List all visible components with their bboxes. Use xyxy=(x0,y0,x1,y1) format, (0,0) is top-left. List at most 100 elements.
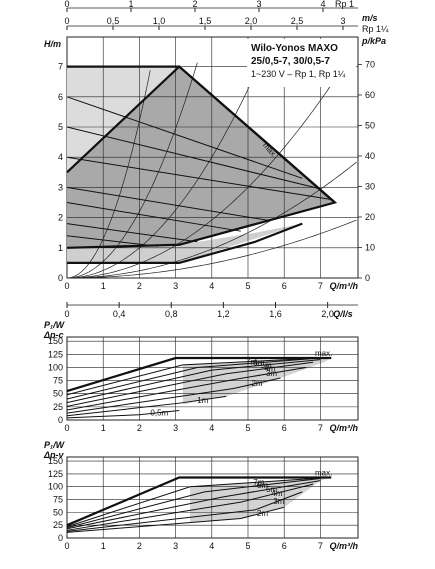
head-x-tick: 4 xyxy=(209,281,214,291)
power-x-tick: 5 xyxy=(245,423,250,433)
head-y-tick: 2 xyxy=(58,213,63,223)
head-y-tick: 0 xyxy=(58,273,63,283)
head-right-tick: 60 xyxy=(365,90,375,100)
head-curve xyxy=(66,96,303,179)
head-title-box xyxy=(247,39,356,87)
head-lps-tick: 0,8 xyxy=(165,309,178,319)
power-y-tick: 50 xyxy=(53,389,63,399)
power-curve-label: 5m xyxy=(266,485,277,494)
power-x-tick: 3 xyxy=(173,541,178,551)
head-lps-tick: 1,2 xyxy=(217,309,230,319)
head-x-tick: 1 xyxy=(101,281,106,291)
power-y-tick: 50 xyxy=(53,507,63,517)
power-curve-label: 0,5m xyxy=(150,409,168,418)
power-y-tick: 125 xyxy=(48,349,63,359)
power-x-tick: 4 xyxy=(209,423,214,433)
power-x-tick: 7 xyxy=(318,423,323,433)
head-right-tick: 50 xyxy=(365,120,375,130)
head-top1-tick: 0 xyxy=(64,0,69,9)
power-curve-label: 7m xyxy=(253,478,264,487)
power-y-tick: 0 xyxy=(58,415,63,425)
power-curve-label: 3m xyxy=(266,369,277,378)
head-system-curve xyxy=(66,219,357,279)
head-lps-tick: 2,0 xyxy=(321,309,334,319)
head-y-tick: 6 xyxy=(58,92,63,102)
power-curve-label: 7m xyxy=(246,357,257,366)
head-lower-band xyxy=(67,223,303,263)
head-x-tick: 0 xyxy=(64,281,69,291)
head-right-tick: 0 xyxy=(365,273,370,283)
power-y-tick: 150 xyxy=(48,456,63,466)
power-x-tick: 6 xyxy=(282,423,287,433)
head-y-tick: 1 xyxy=(58,243,63,253)
head-lps-tick: 1,6 xyxy=(269,309,282,319)
power-curve-label: 5m xyxy=(261,361,272,370)
head-top1-tick: 3 xyxy=(256,0,261,9)
power-y-tick: 0 xyxy=(58,533,63,543)
head-top2-tick: 3 xyxy=(340,16,345,26)
power-curve xyxy=(66,366,307,411)
power-y-tick: 25 xyxy=(53,520,63,530)
head-curve xyxy=(66,156,332,200)
power-y-label-2: Δp-c xyxy=(43,330,64,340)
power-x-tick: 3 xyxy=(173,423,178,433)
power-curve xyxy=(66,410,180,419)
power-curve-label: 4m xyxy=(264,364,275,373)
power-curve xyxy=(66,506,285,533)
power-x-tick: 0 xyxy=(64,541,69,551)
head-subtitle: 1~230 V – Rp 1, Rp 1¼ xyxy=(251,69,346,79)
head-top2-tick: 2,5 xyxy=(291,16,304,26)
head-envelope-outline xyxy=(66,65,338,249)
power-curve xyxy=(66,480,321,530)
head-top2-extra: Rp 1¼ xyxy=(362,24,389,34)
head-right-tick: 10 xyxy=(365,242,375,252)
head-top2-tick: 1,5 xyxy=(199,16,212,26)
power-curve xyxy=(66,395,227,417)
power-curve xyxy=(66,491,303,532)
power-x-tick: 1 xyxy=(101,423,106,433)
head-top1-tick: 4 xyxy=(320,0,325,9)
power-curve-label: 2m xyxy=(251,379,262,388)
power-x-tick: 6 xyxy=(282,541,287,551)
head-title-line-1: Wilo-Yonos MAXO xyxy=(251,43,338,54)
head-y-tick: 4 xyxy=(58,152,63,162)
power-max-label: max. xyxy=(315,468,332,477)
power-y-tick: 25 xyxy=(53,402,63,412)
head-curve xyxy=(66,235,158,247)
head-top2-tick: 0,5 xyxy=(107,16,120,26)
head-system-curve xyxy=(66,62,198,279)
power-y-label-1: P₁/W xyxy=(44,320,66,330)
power-x-tick: 2 xyxy=(137,541,142,551)
power-curve-label: 1m xyxy=(197,396,208,405)
head-right-tick: 20 xyxy=(365,212,375,222)
head-curve xyxy=(66,202,241,232)
power-y-tick: 125 xyxy=(48,469,63,479)
head-top1-label: m/s xyxy=(362,13,378,23)
power-y-label-2: Δp-v xyxy=(43,450,65,460)
power-curve-label: 3m xyxy=(273,497,284,506)
head-right-tick: 40 xyxy=(365,151,375,161)
head-title-line-2: 25/0,5-7, 30/0,5-7 xyxy=(251,56,330,67)
power-curve xyxy=(66,476,332,527)
power-curve-label: 6m xyxy=(253,359,264,368)
head-x-tick: 7 xyxy=(318,281,323,291)
head-top1-tick: 1 xyxy=(128,0,133,9)
power-y-tick: 100 xyxy=(48,362,63,372)
head-x-tick: 5 xyxy=(245,281,250,291)
head-system-curve xyxy=(66,161,357,279)
head-right-label: p/kPa xyxy=(361,36,386,46)
head-lps-tick: 0 xyxy=(64,309,69,319)
power-curve xyxy=(66,356,332,393)
head-y-tick: 5 xyxy=(58,122,63,132)
head-x-label: Q/m³/h xyxy=(329,281,358,291)
head-y-tick: 7 xyxy=(58,62,63,72)
head-top2-tick: 1,0 xyxy=(153,16,166,26)
head-top2-tick: 0 xyxy=(64,16,69,26)
power-curve xyxy=(66,361,314,407)
head-curve xyxy=(67,222,303,264)
power-curve xyxy=(66,359,321,404)
power-x-tick: 2 xyxy=(137,423,142,433)
